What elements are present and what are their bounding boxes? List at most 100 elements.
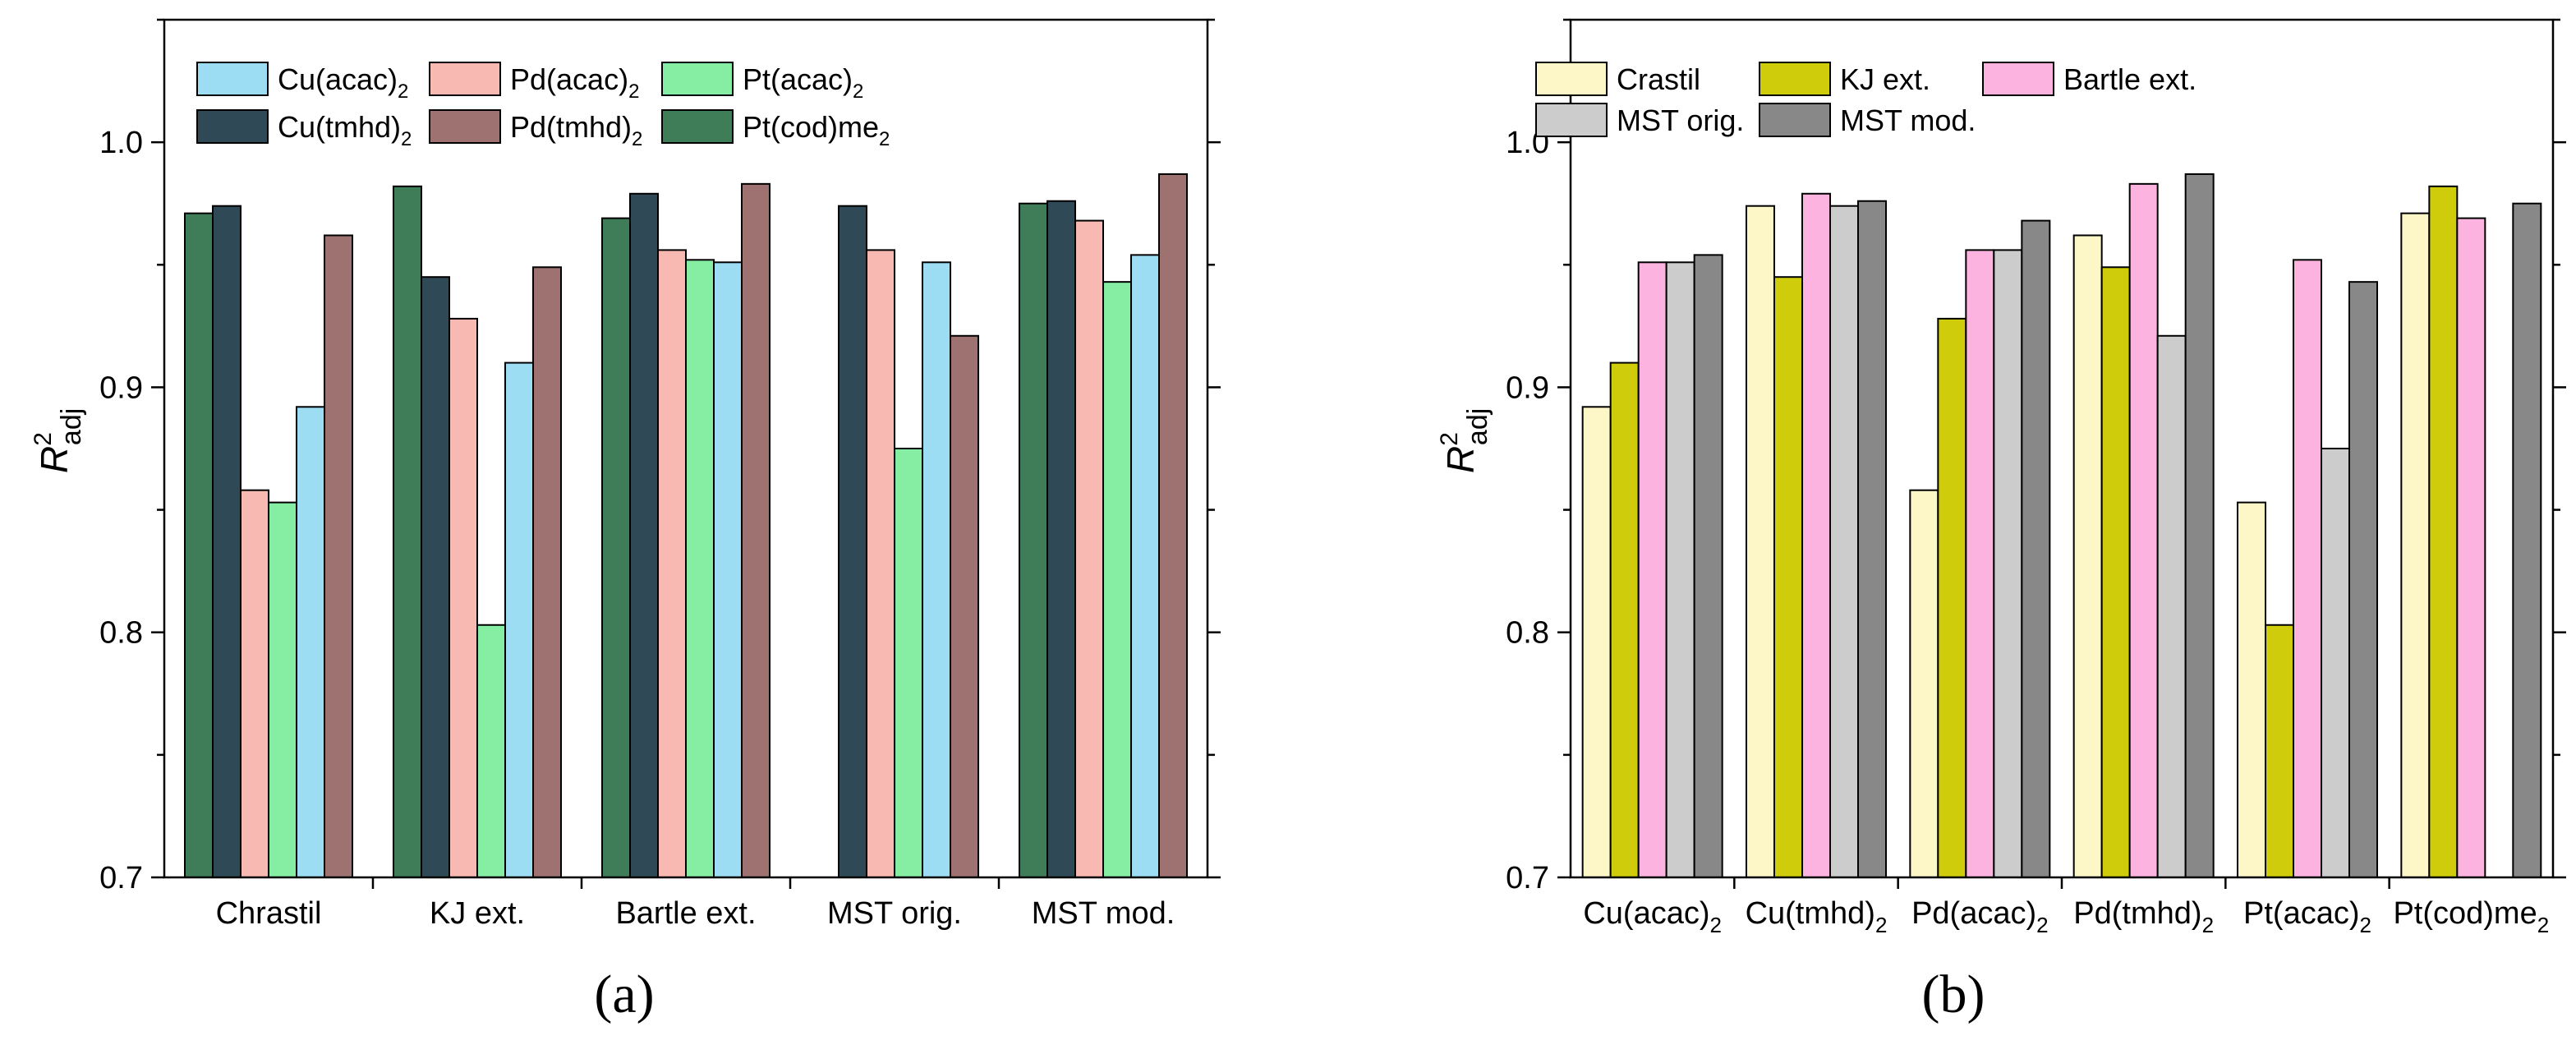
bar xyxy=(1746,205,1775,878)
legend-label-subscript: 2 xyxy=(401,128,412,150)
bar xyxy=(922,261,951,878)
legend-label-subscript: 2 xyxy=(879,128,890,150)
x-category-label-subscript: 2 xyxy=(2360,913,2371,937)
panel-label: (a) xyxy=(594,964,654,1024)
bar xyxy=(713,261,743,878)
legend-swatch xyxy=(196,62,269,96)
x-category-label-text: Pt(acac) xyxy=(2243,896,2359,931)
bar xyxy=(421,276,450,878)
bar xyxy=(685,259,715,878)
legend-label-text: KJ ext. xyxy=(1840,62,1930,96)
bar xyxy=(2100,266,2131,879)
x-category-label-text: Cu(acac) xyxy=(1583,896,1709,931)
plot-frame xyxy=(163,18,1209,879)
bar xyxy=(1637,261,1668,878)
bar xyxy=(268,501,297,878)
x-category-label-subscript: 2 xyxy=(1875,913,1887,937)
bar xyxy=(2293,259,2322,878)
x-category-label: Pt(cod)me2 xyxy=(2393,896,2549,937)
x-category-label: Pd(acac)2 xyxy=(1911,896,2049,937)
legend-swatch xyxy=(429,62,501,96)
x-category-label: KJ ext. xyxy=(430,896,525,931)
legend-label-subscript: 2 xyxy=(853,81,863,103)
bar xyxy=(2348,281,2378,878)
legend-label-text: Pd(tmhd) xyxy=(510,110,632,144)
legend-swatch xyxy=(1982,62,2054,96)
y-tick-label: 0.7 xyxy=(99,861,143,895)
y-axis-title: R2adj xyxy=(30,408,87,473)
x-category-label: Chrastil xyxy=(216,896,322,931)
y-tick-label: 0.9 xyxy=(1506,371,1549,405)
bar xyxy=(2128,182,2159,878)
legend-swatch xyxy=(196,109,269,144)
legend-label-text: Crastil xyxy=(1617,62,1700,96)
legend-label: Bartle ext. xyxy=(2063,62,2196,96)
bar xyxy=(1158,173,1188,879)
bar xyxy=(1829,205,1859,878)
bar xyxy=(2021,219,2051,878)
bar xyxy=(532,266,562,879)
legend-label: Pd(tmhd)2 xyxy=(510,110,642,150)
chart-panel-b: 0.70.80.91.0Cu(acac)2 Cu(tmhd)2 Pd(acac)2 P… xyxy=(1436,18,2566,1024)
bar xyxy=(1609,361,1640,879)
legend-label-text: Cu(tmhd) xyxy=(278,110,401,144)
y-axis-title-sub: adj xyxy=(56,408,87,445)
bar xyxy=(2428,185,2459,878)
legend-label: KJ ext. xyxy=(1840,62,1930,96)
x-category-label-text: Pt(cod)me xyxy=(2393,896,2537,931)
legend-label-text: Pd(acac) xyxy=(510,62,628,96)
bar xyxy=(240,489,269,878)
x-category-label-subscript: 2 xyxy=(2036,913,2048,937)
bar xyxy=(393,185,422,878)
x-category-label: Bartle ext. xyxy=(615,896,756,931)
panel-label: (b) xyxy=(1922,964,1985,1024)
bar xyxy=(296,406,325,878)
bar xyxy=(950,334,979,878)
x-category-label: MST orig. xyxy=(827,896,962,931)
legend-label: MST orig. xyxy=(1617,104,1744,137)
legend-label-subscript: 2 xyxy=(398,81,408,103)
legend-label-text: MST mod. xyxy=(1840,104,1976,137)
y-tick-label: 0.7 xyxy=(1506,861,1549,895)
x-category-label-subscript: 2 xyxy=(2202,913,2214,937)
x-category-label: Cu(acac)2 xyxy=(1583,896,1722,937)
y-tick-label: 0.8 xyxy=(99,616,143,651)
y-axis-title-sup: 2 xyxy=(30,432,57,446)
bar xyxy=(2156,334,2187,878)
legend-label: Pt(cod)me2 xyxy=(743,110,890,150)
bar xyxy=(629,192,659,879)
y-tick-label: 0.8 xyxy=(1506,616,1549,651)
legend-label: Cu(tmhd)2 xyxy=(278,110,412,150)
bar xyxy=(1693,254,1723,878)
y-axis-title: R2adj xyxy=(1436,408,1493,473)
legend-swatch xyxy=(1535,103,1608,137)
legend-swatch xyxy=(1759,62,1831,96)
legend-label: Crastil xyxy=(1617,62,1700,96)
bar xyxy=(1102,281,1132,878)
bar xyxy=(1801,192,1831,879)
bar xyxy=(1773,276,1803,878)
x-category-label: Pd(tmhd)2 xyxy=(2073,896,2214,937)
x-category-label-text: Pd(acac) xyxy=(1911,896,2036,931)
bar xyxy=(838,205,867,878)
x-category-label: MST mod. xyxy=(1032,896,1175,931)
bar xyxy=(741,182,770,878)
x-category-label-subscript: 2 xyxy=(1710,913,1722,937)
bar xyxy=(2072,234,2103,878)
bar xyxy=(1857,200,1887,878)
y-axis-title-main: R xyxy=(1439,446,1482,473)
legend-label: Pt(acac)2 xyxy=(743,62,863,103)
legend-label-subscript: 2 xyxy=(628,81,639,103)
legend-swatch xyxy=(661,109,734,144)
bar xyxy=(1581,406,1612,878)
bar xyxy=(2265,624,2294,878)
x-category-label-text: Cu(tmhd) xyxy=(1746,896,1875,931)
y-axis-title-sub: adj xyxy=(1462,408,1493,445)
legend-swatch xyxy=(1759,103,1831,137)
legend-swatch xyxy=(429,109,501,144)
legend-label-subscript: 2 xyxy=(632,128,642,150)
bar xyxy=(1965,249,1995,879)
legend-label: Cu(acac)2 xyxy=(278,62,408,103)
legend-label-text: Pt(acac) xyxy=(743,62,853,96)
bar xyxy=(1130,254,1160,878)
